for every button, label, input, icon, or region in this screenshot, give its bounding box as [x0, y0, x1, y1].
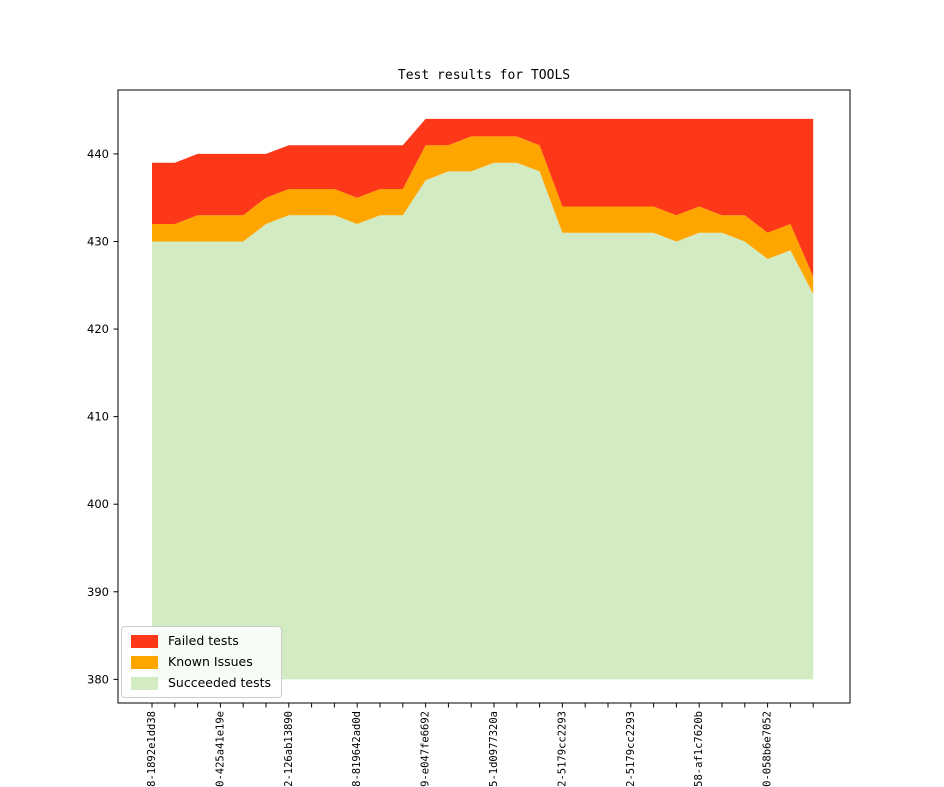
legend-item-failed: Failed tests [131, 634, 271, 648]
x-tick-label: 18-1892e1dd38 [146, 711, 158, 787]
legend-label-known-issues: Known Issues [168, 654, 253, 669]
legend-label-failed-tests: Failed tests [168, 633, 239, 648]
x-tick-label: 35-1d0977320a [488, 711, 500, 787]
x-tick-label: 22-5179cc2293 [625, 711, 637, 787]
x-tick-label: 69-e047fe6692 [420, 711, 432, 787]
x-tick-label: 22-5179cc2293 [556, 711, 568, 787]
legend-label-succeeded-tests: Succeeded tests [168, 675, 272, 690]
x-tick-label: 62-126ab13890 [283, 711, 295, 787]
y-tick-label: 430 [87, 234, 109, 248]
legend-swatch-failed-tests [131, 634, 158, 648]
legend: Failed tests Known Issues Succeeded test… [121, 626, 283, 698]
x-tick-label: 058-af1c7620b [693, 711, 705, 787]
legend-item-known: Known Issues [131, 655, 271, 669]
axes-spines [117, 89, 851, 704]
x-tick-label: 30-058b6e7052 [762, 711, 774, 787]
y-tick-label: 420 [87, 322, 109, 336]
area-failed-tests [152, 118, 814, 277]
y-axis: 380 390 400 410 420 430 440 [87, 147, 118, 686]
area-known-issues [152, 136, 814, 294]
stacked-areas [152, 118, 814, 680]
chart-title: Test results for TOOLS [397, 68, 571, 83]
y-tick-label: 380 [87, 672, 109, 686]
x-axis: 18-1892e1dd38 00-425a41e19e 62-126ab13890 2… [146, 703, 814, 787]
area-succeeded-tests [152, 162, 814, 680]
legend-item-succeeded: Succeeded tests [131, 676, 271, 690]
legend-swatch-known-issues [131, 655, 158, 669]
y-tick-label: 390 [87, 585, 109, 599]
x-tick-label: 28-819642ad0d [351, 711, 363, 787]
x-tick-label: 00-425a41e19e [214, 711, 226, 787]
y-tick-label: 440 [87, 147, 109, 161]
legend-swatch-succeeded-tests [131, 676, 158, 690]
y-tick-label: 410 [87, 410, 109, 424]
y-tick-label: 400 [87, 497, 109, 511]
